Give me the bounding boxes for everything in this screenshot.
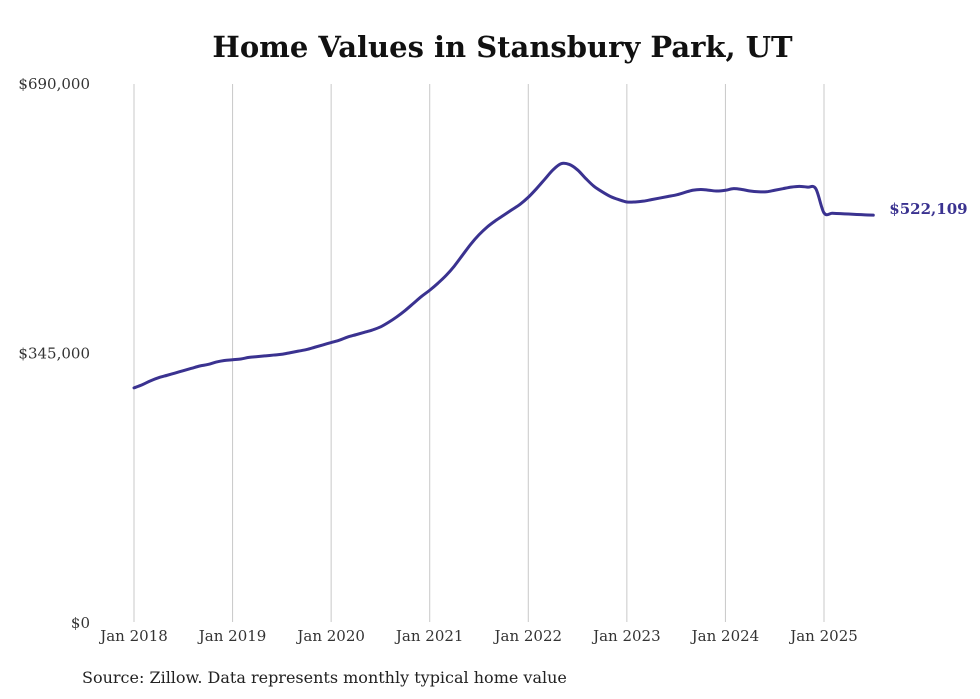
y-axis-tick-labels: $0 $345,000 $690,000 (18, 75, 90, 632)
end-label-layer: $522,109 (889, 200, 967, 218)
y-tick-label: $0 (71, 614, 90, 632)
x-tick-label: Jan 2020 (295, 627, 365, 645)
x-tick-label: Jan 2024 (690, 627, 760, 645)
x-tick-label: Jan 2022 (493, 627, 563, 645)
x-tick-label: Jan 2018 (98, 627, 168, 645)
end-value-label: $522,109 (889, 200, 967, 218)
x-tick-label: Jan 2023 (591, 627, 661, 645)
y-tick-label: $345,000 (18, 345, 90, 363)
x-axis-tick-labels: Jan 2018 Jan 2019 Jan 2020 Jan 2021 Jan 2022… (98, 627, 858, 645)
series-line (132, 161, 875, 390)
chart-title: Home Values in Stansbury Park, UT (212, 30, 793, 64)
y-tick-label: $690,000 (18, 75, 90, 93)
vertical-gridlines (133, 84, 825, 622)
x-tick-label: Jan 2021 (394, 627, 464, 645)
x-tick-label: Jan 2025 (788, 627, 858, 645)
source-note: Source: Zillow. Data represents monthly … (82, 668, 567, 687)
x-tick-label: Jan 2019 (197, 627, 267, 645)
series-layer (132, 161, 875, 390)
